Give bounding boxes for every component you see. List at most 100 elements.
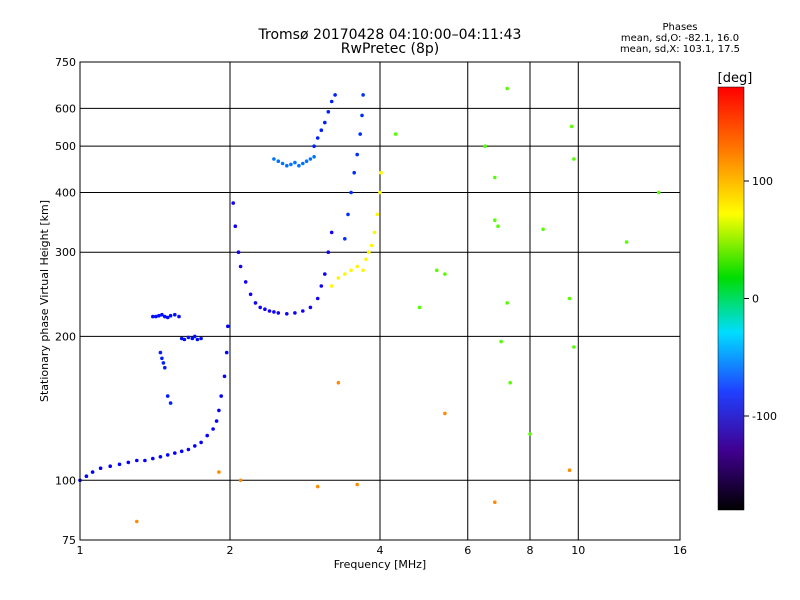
data-point [312, 144, 316, 148]
data-point [272, 310, 276, 314]
data-point [333, 93, 337, 97]
data-point [217, 470, 221, 474]
data-point [263, 307, 267, 312]
data-point [135, 519, 139, 524]
data-point [157, 313, 161, 318]
x-tick-labels: 1 2 4 6 8 10 16 [77, 544, 688, 557]
data-point [508, 380, 512, 385]
data-point [160, 312, 164, 317]
data-point [158, 455, 163, 459]
data-point [352, 170, 357, 175]
data-point [301, 161, 305, 166]
data-point [293, 311, 297, 315]
data-point [569, 124, 574, 129]
data-point [301, 309, 305, 313]
x-tick-label: 2 [227, 544, 234, 557]
data-point [656, 190, 661, 195]
data-point [186, 447, 191, 452]
data-point [243, 280, 248, 284]
data-point [108, 464, 112, 469]
data-point [379, 170, 383, 175]
grid [80, 62, 680, 540]
data-point [326, 110, 331, 114]
data-point [541, 227, 545, 232]
colorbar-tick-label: -100 [752, 410, 777, 423]
data-point [349, 190, 353, 195]
data-point [163, 314, 167, 319]
data-point [326, 250, 331, 254]
colorbar-tick-label: 100 [752, 175, 773, 188]
data-point [499, 339, 503, 344]
data-point [572, 345, 576, 349]
data-point [168, 313, 173, 318]
data-point [285, 312, 289, 316]
data-point [319, 128, 324, 132]
y-tick-label: 750 [55, 56, 76, 69]
y-tick-label: 100 [55, 474, 76, 487]
data-point [360, 113, 364, 118]
data-point [358, 132, 363, 136]
data-point [624, 240, 629, 244]
data-point [493, 175, 497, 180]
phase-stats: Phases mean, sd,O: -82.1, 16.0 mean, sd,… [560, 22, 800, 55]
data-point [186, 335, 191, 340]
data-point [293, 160, 297, 165]
data-point [158, 350, 163, 355]
data-point [285, 163, 289, 168]
data-point [190, 336, 195, 341]
x-tick-label: 4 [377, 544, 384, 557]
data-point [483, 144, 487, 148]
data-point [165, 453, 170, 457]
data-point [238, 264, 243, 269]
data-point [90, 470, 95, 474]
data-point [375, 212, 380, 217]
data-point [193, 334, 197, 339]
data-point [179, 336, 184, 341]
data-point [272, 157, 276, 161]
data-point [193, 444, 197, 448]
data-point [289, 162, 293, 167]
data-point [315, 136, 320, 140]
data-point [297, 163, 301, 168]
y-tick-label: 200 [55, 330, 76, 343]
data-point [372, 230, 377, 235]
chart-subtitle: RwPretec (8p) [340, 41, 440, 57]
data-point [199, 336, 203, 341]
y-tick-label: 300 [55, 246, 76, 259]
data-point [161, 361, 166, 365]
y-axis-label: Stationary phase Virtual Height [km] [38, 200, 51, 402]
data-point [567, 296, 572, 301]
data-point [443, 272, 447, 276]
x-tick-label: 10 [571, 544, 585, 557]
data-point [493, 218, 497, 222]
data-point [329, 284, 334, 288]
data-point [364, 257, 368, 262]
data-point [276, 311, 281, 315]
y-tick-label: 400 [55, 186, 76, 199]
plot-frame [79, 61, 681, 541]
x-tick-label: 1 [77, 544, 84, 557]
data-point [267, 309, 272, 313]
data-point [238, 478, 243, 483]
y-tick-label: 75 [62, 534, 76, 547]
data-point [496, 224, 500, 228]
data-point [528, 432, 532, 436]
data-point [315, 296, 320, 301]
data-point [304, 159, 309, 163]
colorbar [717, 86, 745, 511]
data-point [165, 394, 170, 398]
data-point [199, 440, 203, 445]
data-point [126, 460, 131, 465]
data-point [143, 458, 147, 463]
data-point [151, 456, 155, 461]
data-point [355, 264, 360, 269]
data-point [505, 86, 510, 91]
data-point [323, 272, 327, 276]
data-point [222, 374, 227, 379]
stats-x-mode: mean, sd,X: 103.1, 17.5 [619, 44, 741, 55]
colorbar-label: [deg] [718, 71, 753, 86]
data-point [417, 305, 422, 310]
data-point [493, 500, 497, 505]
data-point [236, 250, 241, 254]
data-point [315, 484, 320, 489]
